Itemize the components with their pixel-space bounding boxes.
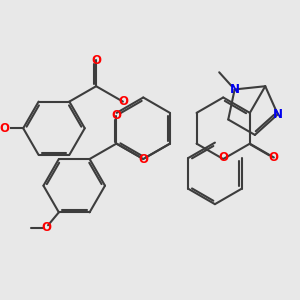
Text: O: O [118, 95, 128, 108]
Text: O: O [111, 110, 122, 122]
Text: O: O [138, 152, 148, 166]
Text: N: N [273, 108, 283, 121]
Text: O: O [0, 122, 10, 135]
Text: O: O [269, 151, 279, 164]
Text: N: N [230, 83, 240, 96]
Text: O: O [41, 221, 52, 234]
Text: O: O [91, 54, 101, 67]
Text: O: O [218, 151, 228, 164]
